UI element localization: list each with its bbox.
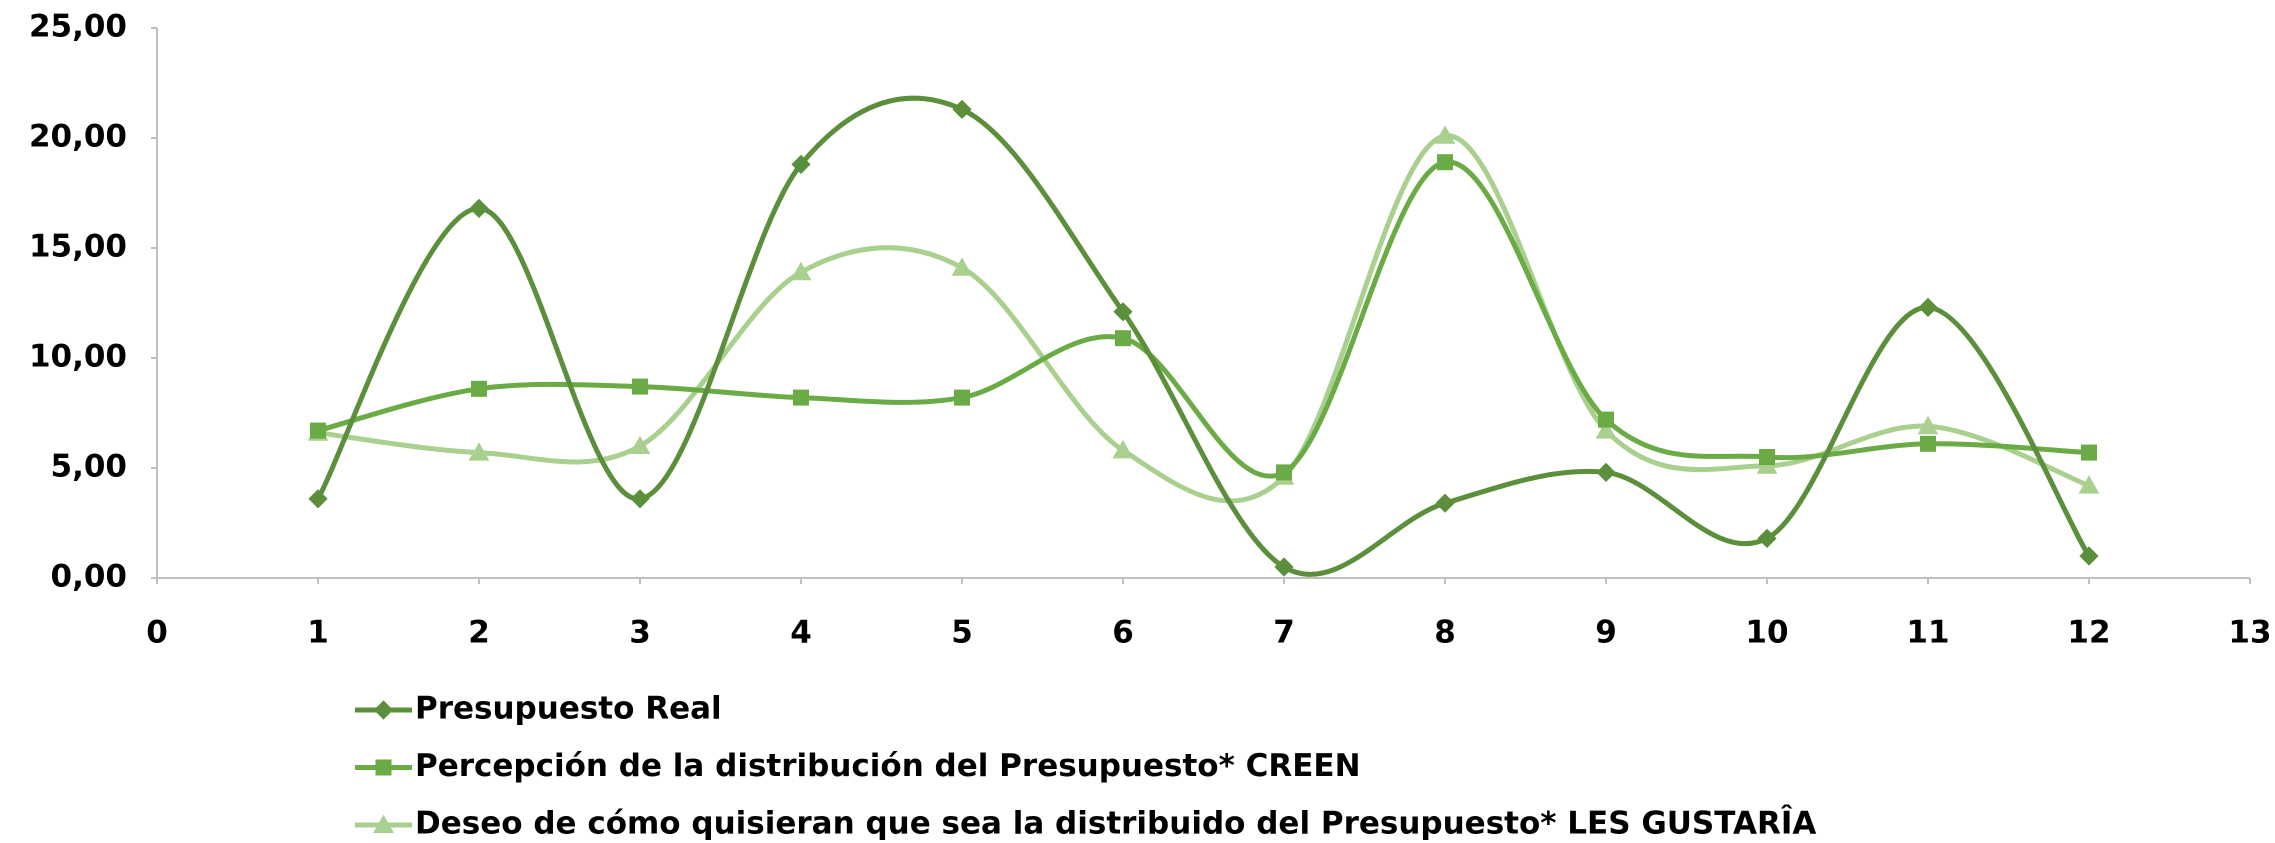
y-tick-label: 5,00 [51, 449, 128, 485]
marker [1917, 415, 1939, 435]
legend-label: Deseo de cómo quisieran que sea la distr… [415, 806, 1816, 842]
legend-marker [373, 700, 394, 720]
marker [469, 198, 489, 218]
y-tick-label: 15,00 [29, 229, 127, 265]
marker [793, 389, 809, 406]
marker [1113, 302, 1133, 322]
marker [1274, 557, 1294, 577]
marker [2079, 546, 2099, 566]
marker [1596, 462, 1616, 482]
y-tick-label: 0,00 [51, 559, 128, 595]
marker [2078, 475, 2100, 494]
marker [952, 99, 972, 119]
marker [468, 442, 490, 461]
marker [2081, 444, 2097, 461]
line [317, 133, 2090, 504]
marker [791, 154, 811, 174]
y-tick-label: 10,00 [29, 339, 127, 375]
line [317, 159, 2090, 479]
marker [1437, 154, 1453, 171]
x-tick-label: 12 [2067, 615, 2110, 651]
marker [1115, 330, 1131, 347]
series [307, 125, 2100, 504]
x-tick-label: 4 [790, 615, 812, 651]
y-tick-label: 25,00 [29, 9, 127, 45]
series [310, 154, 2097, 481]
marker [951, 257, 973, 276]
marker [632, 378, 648, 395]
marker [310, 422, 326, 439]
x-tick-label: 9 [1595, 615, 1617, 651]
y-tick-label: 20,00 [29, 119, 127, 155]
x-tick-label: 5 [951, 615, 973, 651]
x-tick-label: 1 [307, 615, 329, 651]
marker [1112, 440, 1134, 459]
line [315, 95, 2092, 577]
series [308, 95, 2099, 577]
legend-marker [373, 814, 394, 833]
x-tick-label: 2 [468, 615, 490, 651]
marker [1598, 411, 1614, 428]
marker [471, 380, 487, 397]
x-tick-label: 13 [2228, 615, 2271, 651]
x-tick-label: 8 [1434, 615, 1456, 651]
marker [629, 435, 651, 454]
x-tick-label: 11 [1906, 615, 1949, 651]
marker [1595, 420, 1617, 439]
marker [790, 261, 812, 281]
x-tick-label: 6 [1112, 615, 1134, 651]
legend-label: Presupuesto Real [415, 691, 722, 727]
marker [1759, 449, 1775, 465]
marker [1920, 435, 1936, 452]
legend-label: Percepción de la distribución del Presup… [415, 748, 1361, 784]
x-tick-label: 0 [146, 615, 168, 651]
marker [1276, 464, 1292, 481]
legend-marker [375, 759, 392, 776]
marker [954, 389, 970, 406]
x-tick-label: 3 [629, 615, 651, 651]
marker [308, 489, 328, 509]
marker [1435, 493, 1455, 513]
x-tick-label: 7 [1273, 615, 1295, 651]
marker [1757, 528, 1777, 548]
marker [630, 489, 650, 509]
marker [1918, 297, 1938, 317]
x-tick-label: 10 [1745, 615, 1788, 651]
marker [1434, 125, 1456, 144]
